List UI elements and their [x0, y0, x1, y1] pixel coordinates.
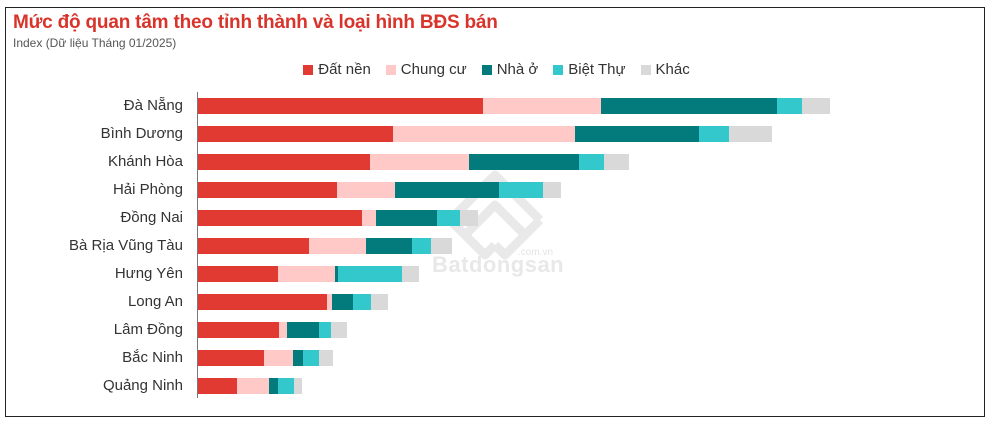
bar-segment[interactable]	[483, 98, 601, 114]
bar-segment[interactable]	[395, 182, 499, 198]
legend: Đất nền Chung cư Nhà ở Biệt Thự Khác	[0, 61, 993, 78]
legend-item: Biệt Thự	[553, 61, 626, 78]
stacked-bar	[198, 266, 419, 282]
bar-segment[interactable]	[279, 322, 287, 338]
stacked-bar	[198, 322, 347, 338]
bar-segment[interactable]	[293, 350, 303, 366]
bar-segment[interactable]	[370, 154, 469, 170]
watermark-brand: Batdongsan	[432, 252, 565, 277]
category-label: Hải Phòng	[112, 181, 183, 198]
bar-segment[interactable]	[460, 210, 478, 226]
legend-swatch-icon	[553, 64, 564, 75]
bar-segment[interactable]	[802, 98, 830, 114]
bar-segment[interactable]	[601, 98, 777, 114]
bar-segment[interactable]	[437, 210, 460, 226]
stacked-bar	[198, 238, 452, 254]
bar-segment[interactable]	[412, 238, 431, 254]
watermark-domain: .com.vn	[518, 247, 554, 258]
bar-segment[interactable]	[337, 182, 395, 198]
stacked-bar	[198, 126, 772, 142]
category-label: Lâm Đồng	[113, 321, 183, 338]
category-label: Bình Dương	[100, 125, 183, 142]
category-label: Bắc Ninh	[122, 349, 183, 366]
legend-swatch-icon	[640, 64, 651, 75]
bar-segment[interactable]	[338, 266, 402, 282]
legend-item: Khác	[640, 61, 690, 78]
bar-segment[interactable]	[729, 126, 772, 142]
bar-segment[interactable]	[335, 266, 338, 282]
bar-segment[interactable]	[309, 238, 366, 254]
y-axis-line	[197, 92, 198, 398]
bar-segment[interactable]	[198, 322, 279, 338]
legend-label: Chung cư	[400, 61, 467, 78]
bar-segment[interactable]	[198, 182, 337, 198]
category-label: Bà Rịa Vũng Tàu	[69, 237, 183, 254]
bar-segment[interactable]	[303, 350, 319, 366]
category-label: Đà Nẵng	[123, 97, 183, 114]
legend-item: Đất nền	[303, 61, 371, 78]
bar-segment[interactable]	[431, 238, 452, 254]
bar-segment[interactable]	[402, 266, 419, 282]
bar-segment[interactable]	[353, 294, 371, 310]
legend-label: Đất nền	[318, 61, 371, 78]
bar-segment[interactable]	[198, 294, 327, 310]
bar-segment[interactable]	[198, 238, 309, 254]
bar-segment[interactable]	[269, 378, 278, 394]
bar-segment[interactable]	[579, 154, 604, 170]
bar-segment[interactable]	[287, 322, 319, 338]
bar-segment[interactable]	[499, 182, 543, 198]
bar-segment[interactable]	[198, 350, 264, 366]
stacked-bar	[198, 154, 629, 170]
bar-segment[interactable]	[198, 126, 393, 142]
bar-segment[interactable]	[319, 322, 331, 338]
legend-item: Nhà ở	[481, 61, 539, 78]
stacked-bar	[198, 98, 830, 114]
stacked-bar	[198, 182, 561, 198]
bar-segment[interactable]	[237, 378, 269, 394]
category-label: Đồng Nai	[120, 209, 183, 226]
bar-segment[interactable]	[366, 238, 412, 254]
legend-item: Chung cư	[385, 61, 467, 78]
bar-segment[interactable]	[332, 294, 353, 310]
bar-segment[interactable]	[264, 350, 293, 366]
bar-segment[interactable]	[331, 322, 347, 338]
bar-segment[interactable]	[575, 126, 699, 142]
category-label: Hưng Yên	[114, 265, 183, 282]
legend-label: Nhà ở	[496, 61, 539, 78]
bar-segment[interactable]	[319, 350, 333, 366]
legend-swatch-icon	[385, 64, 396, 75]
legend-label: Khác	[655, 61, 690, 78]
stacked-bar	[198, 378, 302, 394]
chart-title: Mức độ quan tâm theo tỉnh thành và loại …	[13, 12, 498, 33]
bar-segment[interactable]	[393, 126, 575, 142]
bar-segment[interactable]	[278, 378, 294, 394]
stacked-bar	[198, 350, 333, 366]
bar-segment[interactable]	[371, 294, 388, 310]
stacked-bar	[198, 294, 388, 310]
bar-segment[interactable]	[362, 210, 376, 226]
category-label: Long An	[127, 293, 183, 310]
bar-segment[interactable]	[543, 182, 561, 198]
bar-segment[interactable]	[198, 266, 278, 282]
bar-segment[interactable]	[278, 266, 335, 282]
chart-subtitle: Index (Dữ liệu Tháng 01/2025)	[13, 36, 177, 50]
bar-segment[interactable]	[376, 210, 437, 226]
stacked-bar	[198, 210, 478, 226]
bar-segment[interactable]	[198, 378, 237, 394]
bar-segment[interactable]	[699, 126, 729, 142]
bar-segment[interactable]	[604, 154, 629, 170]
legend-swatch-icon	[303, 64, 314, 75]
bar-segment[interactable]	[198, 98, 483, 114]
legend-label: Biệt Thự	[568, 61, 626, 78]
bar-segment[interactable]	[198, 154, 370, 170]
bar-segment[interactable]	[294, 378, 302, 394]
bar-segment[interactable]	[327, 294, 332, 310]
category-label: Khánh Hòa	[107, 153, 183, 170]
bar-segment[interactable]	[777, 98, 802, 114]
bar-segment[interactable]	[198, 210, 362, 226]
legend-swatch-icon	[481, 64, 492, 75]
bar-segment[interactable]	[469, 154, 579, 170]
category-label: Quảng Ninh	[102, 377, 183, 394]
